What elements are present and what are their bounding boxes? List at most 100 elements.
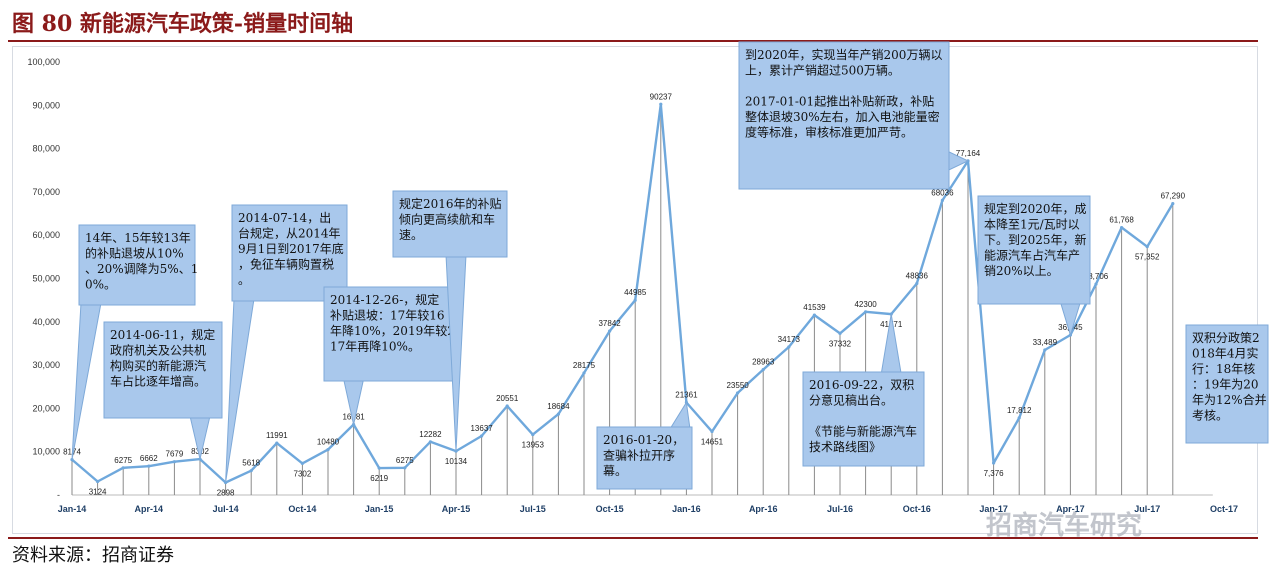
data-point — [377, 466, 381, 470]
callout-text-line: 幕。 — [603, 464, 627, 478]
data-point — [608, 329, 612, 333]
data-label: 61,768 — [1109, 216, 1134, 225]
data-point — [147, 464, 151, 468]
source-note: 资料来源：招商证券 — [12, 545, 174, 566]
data-point — [1094, 282, 1098, 286]
data-point — [556, 412, 561, 416]
callout-text-line: 到2020年，实现当年产销200万辆以 — [745, 47, 942, 62]
data-point — [1171, 202, 1175, 206]
data-label: 28963 — [752, 358, 775, 367]
figure-header: 图 80 新能源汽车政策-销量时间轴 — [0, 0, 1270, 42]
callout-text-line: 。 — [238, 273, 250, 287]
callout-text-line: 0%。 — [85, 278, 116, 292]
callout-text-line: 政府机关及公共机 — [110, 343, 206, 358]
data-label: 48,706 — [1084, 272, 1109, 281]
data-label: 28175 — [573, 361, 596, 370]
callout-text-line: 行：18年核 — [1192, 362, 1255, 376]
callout-text-line: 倾向更高续航和车 — [399, 212, 495, 227]
data-label: 7,376 — [984, 469, 1005, 478]
callouts: 14年、15年较13年的补贴退坡从10%、20%调降为5%、1 0%。 2014-0… — [71, 41, 1269, 490]
callout-box — [738, 41, 950, 190]
watermark: 招商汽车研究 — [986, 511, 1143, 541]
callout-text-line: 车占比逐年增高。 — [110, 374, 206, 389]
callout-text: 2014-12-26-，规定补贴退坡：17年较16 年降10%，2019年较20 1… — [330, 292, 462, 354]
data-label: 5618 — [242, 459, 260, 468]
data-point — [403, 466, 407, 470]
x-tick-label: Oct-14 — [288, 504, 316, 514]
data-point — [940, 198, 945, 203]
callout-text-line: 年为12%合并 — [1192, 392, 1267, 407]
data-label: 2898 — [217, 488, 235, 497]
x-tick-label: Jul-14 — [213, 504, 239, 514]
callout-text-line: 本降至1元/瓦时以 — [984, 218, 1080, 232]
data-point — [505, 404, 509, 408]
callout-text-line: 上，累计产销超过500万辆。 — [745, 63, 900, 78]
data-label: 6219 — [370, 474, 388, 483]
title-divider — [8, 40, 1258, 42]
data-label: 57,352 — [1135, 253, 1160, 262]
callout-box — [78, 224, 196, 306]
callout-box — [977, 195, 1091, 305]
callout-text-line: 度等标准，审核标准更加严苛。 — [745, 125, 913, 140]
data-label: 77,164 — [956, 149, 981, 158]
data-label: 14651 — [701, 438, 724, 447]
callout-text: 双积分政策2 018年4月实行：18年核 ：19年为20 年为12%合并考核。 — [1192, 331, 1267, 423]
callout-text-line: 018年4月实 — [1192, 346, 1259, 361]
data-label: 12282 — [419, 430, 442, 439]
data-point — [787, 345, 791, 349]
callout-text-line: 速。 — [399, 228, 423, 242]
callout-text-line: 《节能与新能源汽车 — [809, 424, 917, 439]
callout-text-line: 2014-12-26-，规定 — [330, 292, 439, 307]
data-point — [915, 281, 919, 286]
callout-text: 规定2016年的补贴倾向更高续航和车速。 — [399, 196, 502, 242]
data-label: 21361 — [675, 391, 698, 400]
x-tick-label: Oct-15 — [596, 504, 624, 514]
callout-pointer — [225, 298, 255, 483]
y-tick-label: - — [57, 490, 60, 500]
callout-text-line: 14年、15年较13年 — [85, 230, 191, 245]
sales-line — [71, 103, 1174, 484]
callout-pointer — [71, 302, 102, 460]
callout-box — [1185, 324, 1269, 444]
x-tick-label: Jan-17 — [979, 504, 1008, 514]
data-label: 13637 — [470, 424, 493, 433]
data-point — [326, 448, 330, 452]
y-tick-label: 80,000 — [32, 144, 60, 154]
x-tick-label: Jul-16 — [827, 504, 853, 514]
callout-text-line: 17年再降10%。 — [330, 340, 420, 354]
data-label: 37332 — [829, 339, 852, 348]
x-tick-label: Apr-17 — [1056, 504, 1085, 514]
callout-text: 2014-07-14，出台规定，从2014年 9月1日到2017年底，免征车辆购置… — [238, 211, 344, 287]
y-tick-label: 10,000 — [32, 447, 60, 457]
callout-pointer — [669, 401, 691, 430]
figure-title: 图 80 新能源汽车政策-销量时间轴 — [12, 11, 354, 37]
data-point — [1043, 348, 1047, 352]
callout-text-line: 考核。 — [1192, 409, 1228, 423]
callout-box — [103, 321, 223, 419]
data-point — [1120, 225, 1124, 230]
data-label: 7302 — [294, 469, 312, 478]
data-label: 33,489 — [1033, 338, 1058, 347]
callout-text: 2014-06-11，规定政府机关及公共机构购买的新能源汽车占比逐年增高。 — [110, 327, 215, 389]
callout-box — [596, 426, 693, 490]
callout-text-line: 2017-01-01起推出补贴新政，补贴 — [745, 94, 934, 109]
bottom-divider — [8, 537, 1258, 539]
data-point — [812, 313, 817, 317]
x-tick-label: Apr-14 — [135, 504, 164, 514]
callout-text-line: 台规定，从2014年 — [238, 226, 341, 241]
callout-text: 到2020年，实现当年产销200万辆以上，累计产销超过500万辆。 2017-01… — [745, 47, 942, 140]
data-point — [710, 429, 714, 434]
data-label: 48836 — [906, 272, 929, 281]
callout-text-line: 9月1日到2017年底 — [238, 241, 344, 256]
x-tick-label: Jul-15 — [520, 504, 546, 514]
callout-text: 规定到2020年，成本降至1元/瓦时以下。到2025年，新能源汽车占汽车产销20… — [984, 201, 1087, 278]
data-label: 23550 — [726, 381, 749, 390]
data-label: 10480 — [317, 438, 340, 447]
data-label: 7679 — [166, 450, 184, 459]
callout-text-line: 销20%以上。 — [984, 264, 1059, 278]
data-point — [121, 466, 125, 470]
callout-text-line: 的补贴退坡从10% — [85, 246, 184, 261]
x-tick-label: Jan-15 — [365, 504, 394, 514]
y-tick-label: 30,000 — [32, 360, 60, 370]
